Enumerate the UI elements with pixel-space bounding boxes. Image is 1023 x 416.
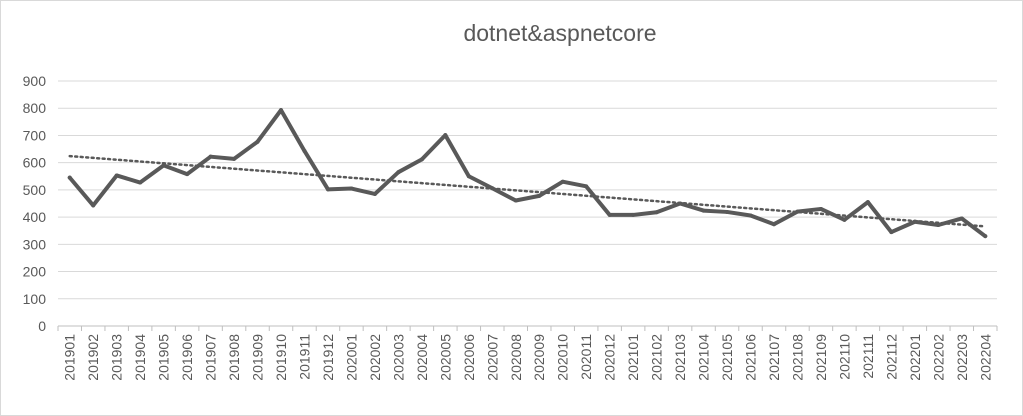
x-tick-label: 201906 xyxy=(179,334,195,381)
x-tick-label: 202009 xyxy=(531,334,547,381)
data-point xyxy=(443,133,448,138)
x-tick-label: 202103 xyxy=(672,334,688,381)
x-tick-label: 202004 xyxy=(414,334,430,381)
data-point xyxy=(302,148,307,153)
data-point xyxy=(584,184,589,189)
x-tick-label: 202109 xyxy=(813,334,829,381)
y-tick-label: 700 xyxy=(23,127,47,143)
data-point xyxy=(325,187,330,192)
x-tick-labels: 201901 201902 201903 201904 201905 201906 2019… xyxy=(62,334,994,381)
x-tick-label: 202110 xyxy=(836,334,852,380)
data-point xyxy=(560,179,565,184)
x-tick-label: 202102 xyxy=(649,334,665,381)
data-point xyxy=(959,216,964,221)
x-tick-label: 201909 xyxy=(250,334,266,381)
x-tick-label: 201902 xyxy=(85,334,101,381)
data-point xyxy=(161,163,166,168)
x-tick-label: 202007 xyxy=(484,334,500,381)
y-tick-label: 500 xyxy=(23,182,47,198)
x-tick-label: 202105 xyxy=(719,334,735,381)
data-point xyxy=(889,230,894,235)
x-tick-label: 202203 xyxy=(954,334,970,381)
data-point xyxy=(795,209,800,214)
data-point xyxy=(67,175,72,180)
data-point xyxy=(185,172,190,177)
x-tick-label: 202104 xyxy=(696,334,712,381)
x-tick-label: 202106 xyxy=(743,334,759,381)
y-tick-label: 400 xyxy=(23,209,47,225)
x-tick-label: 201901 xyxy=(62,334,78,381)
data-point xyxy=(936,223,941,228)
x-tick-label: 202112 xyxy=(883,334,899,380)
y-tick-labels: 0 100 200 300 400 500 600 700 800 900 xyxy=(23,73,47,334)
y-tick-label: 800 xyxy=(23,100,47,116)
y-tick-label: 100 xyxy=(23,291,47,307)
axes xyxy=(57,325,998,331)
data-point xyxy=(279,108,284,113)
x-tick-label: 202008 xyxy=(508,334,524,381)
x-tick-label: 202002 xyxy=(367,334,383,381)
y-tick-label: 200 xyxy=(23,264,47,280)
chart-title: dotnet&aspnetcore xyxy=(463,20,656,46)
x-tick-label: 202005 xyxy=(437,334,453,381)
data-point xyxy=(654,210,659,215)
x-tick-label: 202012 xyxy=(602,334,618,381)
series-line xyxy=(67,108,988,239)
data-point xyxy=(678,201,683,206)
x-tick-label: 201908 xyxy=(226,334,242,381)
y-tick-label: 300 xyxy=(23,236,47,252)
x-tick-label: 202201 xyxy=(907,334,923,381)
data-point xyxy=(818,206,823,211)
x-tick-label: 202111 xyxy=(860,334,876,379)
data-point xyxy=(490,186,495,191)
x-tick-label: 201910 xyxy=(273,334,289,381)
y-tick-label: 0 xyxy=(38,318,46,334)
x-tick-label: 201911 xyxy=(296,334,312,380)
x-tick-label: 201904 xyxy=(132,334,148,381)
x-tick-label: 202001 xyxy=(343,334,359,381)
x-tick-label: 202108 xyxy=(789,334,805,381)
series xyxy=(67,108,988,239)
x-tick-label: 202202 xyxy=(930,334,946,381)
data-point xyxy=(983,234,988,239)
data-point xyxy=(138,180,143,185)
data-point xyxy=(255,139,260,144)
data-point xyxy=(513,198,518,203)
data-point xyxy=(419,157,424,162)
x-tick-label: 202010 xyxy=(555,334,571,381)
data-point xyxy=(607,212,612,217)
x-tick-label: 202101 xyxy=(625,334,641,381)
data-point xyxy=(232,156,237,161)
data-point xyxy=(842,217,847,222)
data-point xyxy=(912,219,917,224)
data-point xyxy=(372,191,377,196)
data-point xyxy=(748,213,753,218)
x-tick-label: 202003 xyxy=(390,334,406,381)
data-point xyxy=(537,193,542,198)
data-point xyxy=(208,154,213,159)
x-tick-label: 202011 xyxy=(578,334,594,380)
data-point xyxy=(631,212,636,217)
x-tick-label: 201905 xyxy=(156,334,172,381)
gridlines xyxy=(58,80,997,300)
data-point xyxy=(349,186,354,191)
data-point xyxy=(701,208,706,213)
x-tick-label: 201912 xyxy=(320,334,336,381)
x-tick-label: 202107 xyxy=(766,334,782,381)
x-tick-label: 202006 xyxy=(461,334,477,381)
data-point xyxy=(91,203,96,208)
data-point xyxy=(725,209,730,214)
data-point xyxy=(865,200,870,205)
data-point xyxy=(771,222,776,227)
data-point xyxy=(466,174,471,179)
x-tick-label: 201903 xyxy=(109,334,125,381)
x-tick-label: 202204 xyxy=(977,334,993,381)
data-point xyxy=(396,170,401,175)
data-point xyxy=(114,173,119,178)
x-tick-label: 201907 xyxy=(203,334,219,381)
y-tick-label: 600 xyxy=(23,155,47,171)
y-tick-label: 900 xyxy=(23,73,47,89)
